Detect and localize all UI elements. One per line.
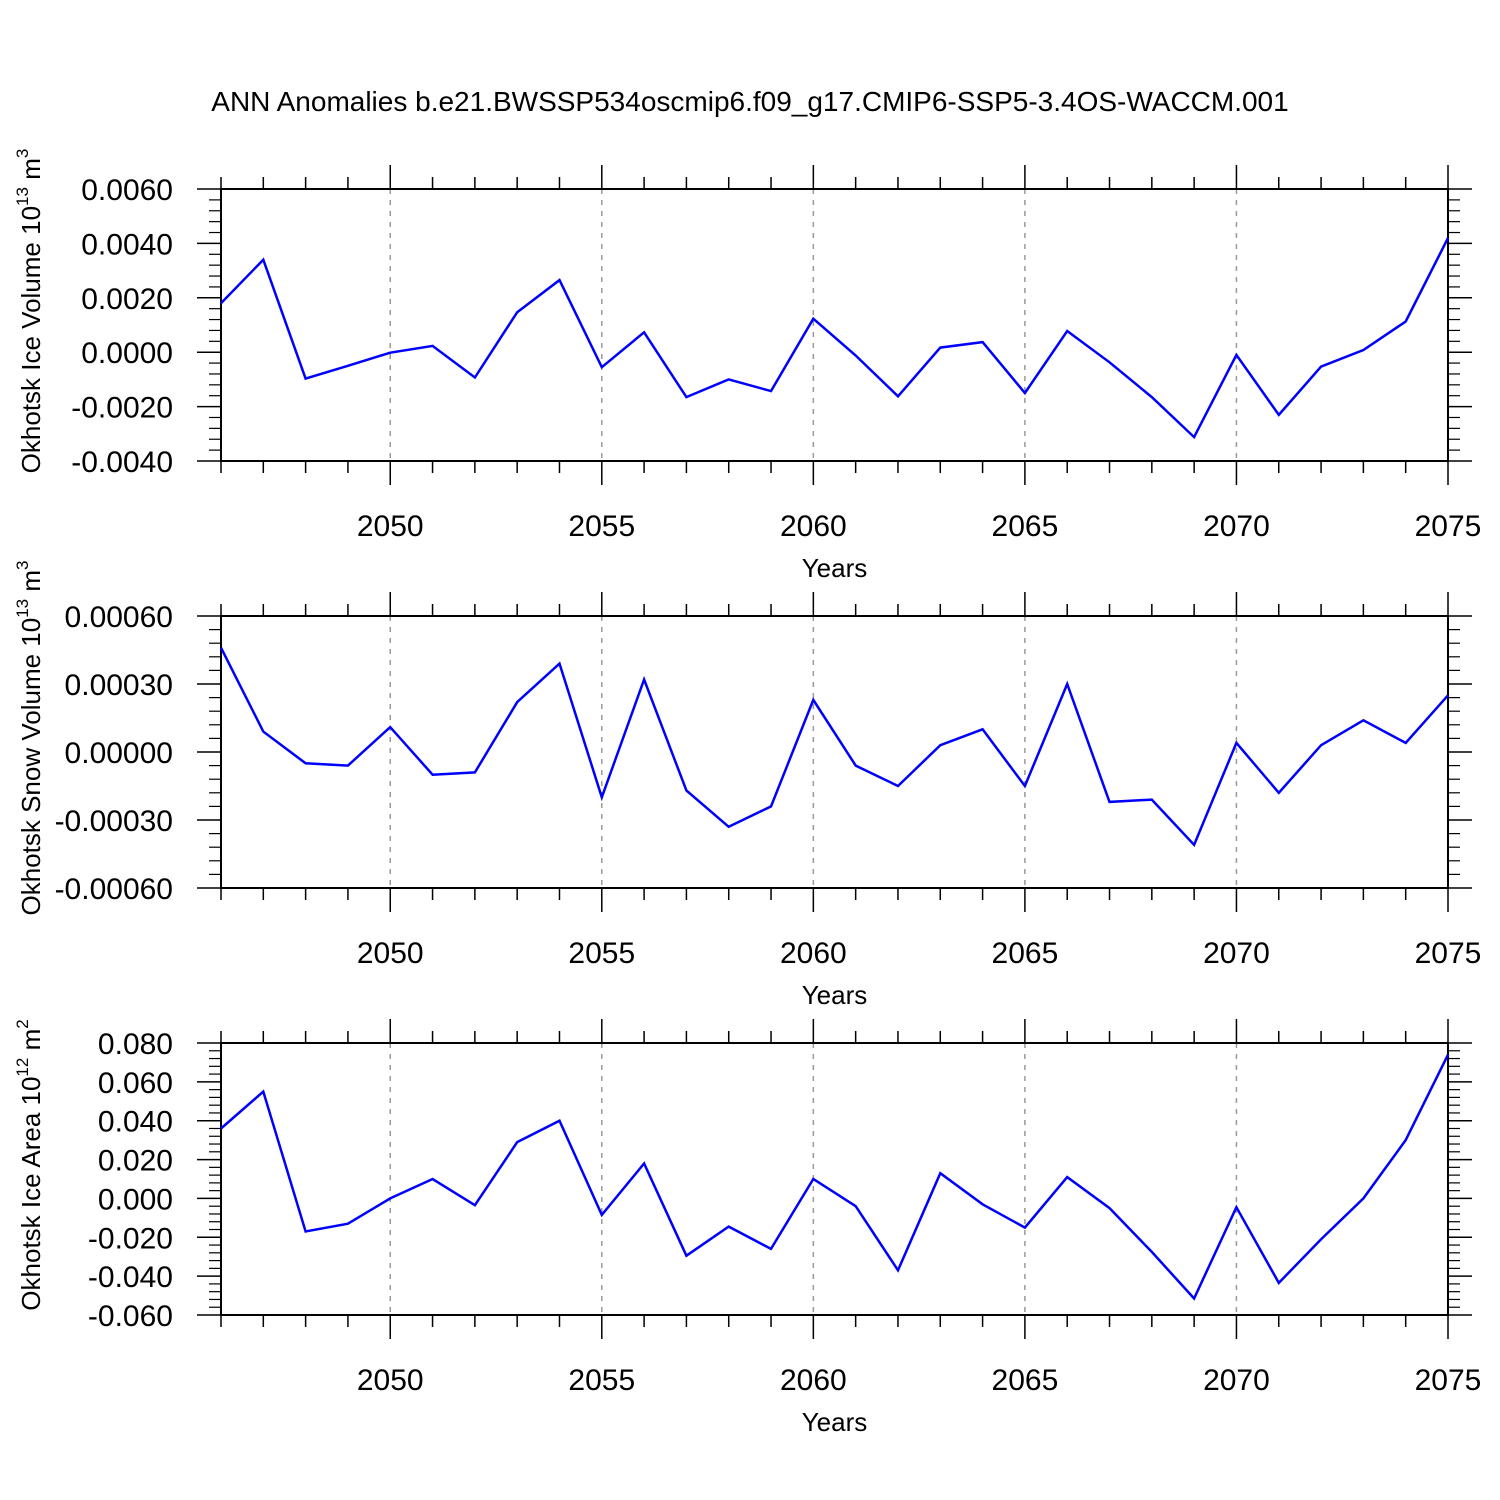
x-tick-label: 2065 [992,937,1059,970]
chart-panel-2: -0.00060 -0.00030 0.00000 0.00030 0.00060 205… [13,561,1481,1011]
x-axis-title: Years [802,980,868,1010]
y-axis-title-superscript: 12 [13,1058,32,1077]
plot-frame [220,615,1449,889]
y-axis-title-superscript: 2 [13,1019,32,1028]
y-tick-label: 0.000 [98,1183,173,1216]
x-tick-label: 2050 [357,1364,424,1397]
y-tick-label: 0.020 [98,1145,173,1178]
x-tick-label: 2060 [780,510,847,543]
x-tick-label: 2055 [568,510,635,543]
y-tick-label: -0.020 [88,1222,173,1255]
y-axis-title-part: Okhotsk Snow Volume 10 [16,618,46,916]
x-axis-title: Years [802,553,868,583]
y-tick-label: -0.00060 [55,873,173,906]
y-axis-title-superscript: 13 [13,599,32,618]
y-axis-title-superscript: 3 [13,149,32,158]
y-tick-label: 0.00060 [65,601,173,634]
x-tick-label: 2075 [1415,510,1482,543]
x-tick-label: 2055 [568,937,635,970]
y-tick-label: -0.0040 [71,446,173,479]
x-tick-label: 2050 [357,510,424,543]
y-axis-title-superscript: 3 [13,561,32,570]
y-axis-title-part: m [16,570,46,599]
x-tick-label: 2060 [780,937,847,970]
y-axis-title: Okhotsk Ice Area 1012 m2 [13,1019,46,1310]
x-tick-label: 2050 [357,937,424,970]
x-tick-label: 2055 [568,1364,635,1397]
chart-panel-3: -0.060 -0.040 -0.020 0.000 0.020 0.040 0.060 0.… [13,1019,1481,1437]
y-tick-label: 0.0000 [81,337,173,370]
plot-frame [220,188,1449,462]
y-tick-label: 0.060 [98,1067,173,1100]
y-tick-label: -0.040 [88,1261,173,1294]
series-line [220,1054,1450,1301]
y-tick-label: 0.0040 [81,228,173,261]
x-axis-title: Years [802,1407,868,1437]
y-axis-title-superscript: 13 [13,187,32,206]
y-tick-label: -0.00030 [55,805,173,838]
series-line [220,237,1450,440]
x-tick-label: 2060 [780,1364,847,1397]
x-tick-label: 2070 [1203,937,1270,970]
y-tick-label: 0.00030 [65,669,173,702]
chart-title: ANN Anomalies b.e21.BWSSP534oscmip6.f09_… [211,86,1289,117]
y-axis-title: Okhotsk Ice Volume 1013 m3 [13,149,46,474]
y-axis-title-part: Okhotsk Ice Volume 10 [16,206,46,473]
y-tick-label: 0.0060 [81,174,173,207]
y-tick-label: 0.080 [98,1028,173,1061]
y-tick-label: -0.0020 [71,392,173,425]
y-tick-label: 0.040 [98,1106,173,1139]
y-axis-title-part: m [16,1029,46,1058]
y-tick-label: 0.0020 [81,283,173,316]
x-tick-label: 2070 [1203,1364,1270,1397]
x-tick-label: 2075 [1415,1364,1482,1397]
x-tick-label: 2070 [1203,510,1270,543]
chart-panel-1: -0.0040 -0.0020 0.0000 0.0020 0.0040 0.0060 20… [13,149,1481,583]
series-line [219,647,1449,848]
y-tick-label: 0.00000 [65,737,173,770]
y-axis-title: Okhotsk Snow Volume 1013 m3 [13,561,46,916]
x-tick-label: 2065 [992,510,1059,543]
y-axis-title-part: m [16,158,46,187]
x-tick-label: 2065 [992,1364,1059,1397]
y-axis-title-part: Okhotsk Ice Area 10 [16,1077,46,1311]
x-tick-label: 2075 [1415,937,1482,970]
plot-frame [220,1042,1449,1316]
y-tick-label: -0.060 [88,1300,173,1333]
